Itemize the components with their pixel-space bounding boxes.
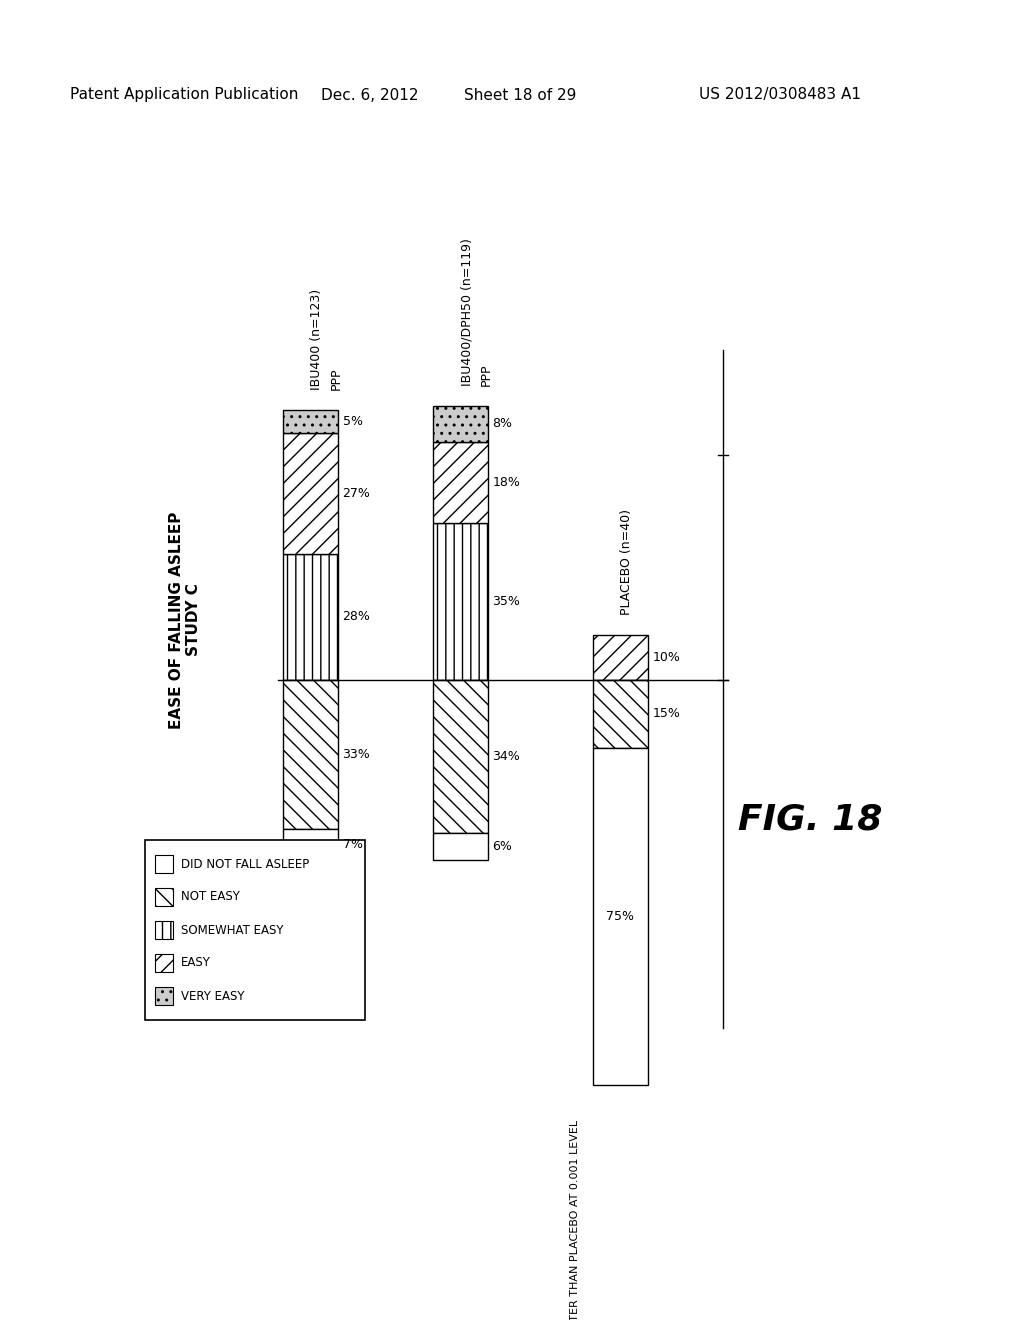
Bar [283,433,338,554]
Text: 34%: 34% [493,750,520,763]
Text: 18%: 18% [493,475,520,488]
Bar [432,833,487,861]
Bar [432,405,487,441]
Text: EASY: EASY [181,957,211,969]
Text: Patent Application Publication: Patent Application Publication [70,87,298,103]
Text: 10%: 10% [652,651,680,664]
Bar [155,888,173,906]
Text: 28%: 28% [342,610,371,623]
Text: NOT EASY: NOT EASY [181,891,240,903]
Text: PPP: SIGNIFICANTLY BETTER THAN PLACEBO AT 0.001 LEVEL: PPP: SIGNIFICANTLY BETTER THAN PLACEBO A… [570,1119,580,1320]
Text: US 2012/0308483 A1: US 2012/0308483 A1 [699,87,861,103]
Text: PPP: PPP [480,363,493,385]
Text: 27%: 27% [342,487,371,500]
Text: SOMEWHAT EASY: SOMEWHAT EASY [181,924,284,936]
Bar [593,747,647,1085]
Text: Sheet 18 of 29: Sheet 18 of 29 [464,87,577,103]
Bar [155,987,173,1005]
Text: VERY EASY: VERY EASY [181,990,245,1002]
Text: 8%: 8% [493,417,512,430]
Bar [145,840,365,1020]
Text: PPP: PPP [330,367,343,389]
Text: IBU400 (n=123): IBU400 (n=123) [310,289,323,389]
Text: FIG. 18: FIG. 18 [737,803,882,837]
Text: 15%: 15% [652,708,680,721]
Text: DID NOT FALL ASLEEP: DID NOT FALL ASLEEP [181,858,309,870]
Text: 6%: 6% [493,840,512,853]
Bar [283,829,338,861]
Bar [432,441,487,523]
Text: 7%: 7% [342,838,362,851]
Bar [155,921,173,939]
Text: Dec. 6, 2012: Dec. 6, 2012 [322,87,419,103]
Text: PLACEBO (n=40): PLACEBO (n=40) [620,510,633,615]
Bar [155,954,173,972]
Text: EASE OF FALLING ASLEEP
STUDY C: EASE OF FALLING ASLEEP STUDY C [169,511,201,729]
Bar [593,635,647,680]
Text: IBU400/DPH50 (n=119): IBU400/DPH50 (n=119) [460,238,473,385]
Text: 35%: 35% [493,595,520,607]
Text: 33%: 33% [342,747,371,760]
Text: 5%: 5% [342,414,362,428]
Bar [593,680,647,747]
Bar [432,680,487,833]
Bar [283,411,338,433]
Bar [432,523,487,680]
Text: 75%: 75% [606,909,634,923]
Bar [283,680,338,829]
Bar [283,554,338,680]
Bar [155,855,173,873]
